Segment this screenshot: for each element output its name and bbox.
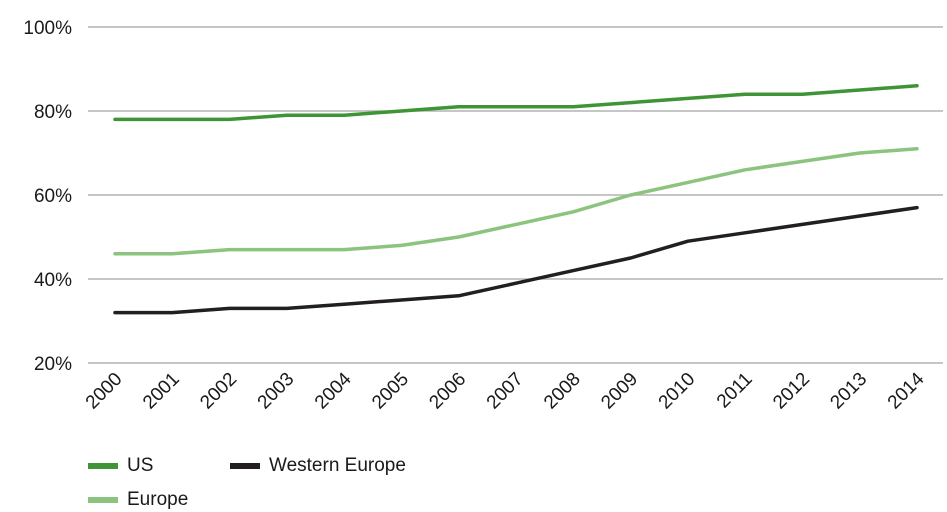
x-tick-label-2010: 2010 (655, 369, 700, 414)
y-axis-tick-labels: 20% 40% 60% 80% 100% (23, 18, 72, 375)
gridlines (88, 26, 943, 364)
y-tick-label-20: 20% (34, 354, 72, 375)
x-tick-label-2009: 2009 (597, 369, 642, 414)
y-tick-label-40: 40% (34, 270, 72, 291)
legend: US Western Europe Europe (88, 452, 508, 510)
x-tick-label-2005: 2005 (368, 369, 413, 414)
y-tick-label-60: 60% (34, 186, 72, 207)
legend-label-us: US (127, 455, 154, 476)
legend-swatch-us (88, 463, 118, 469)
line-chart: 20%40%60%80%100% 2000 2001 2002 2003 2004 200… (23, 18, 943, 413)
x-tick-label-2014: 2014 (884, 368, 929, 413)
legend-item-europe: Europe (88, 488, 188, 512)
x-tick-label-2008: 2008 (540, 369, 585, 414)
x-tick-label-2007: 2007 (483, 369, 528, 414)
legend-label-europe: Europe (127, 489, 189, 510)
series-line-us (113, 84, 919, 122)
x-axis-tick-labels: 2000 2001 2002 2003 2004 2005 2006 2007 2008 2009… (82, 368, 929, 413)
x-tick-label-2006: 2006 (426, 369, 471, 414)
y-tick-label-100: 100% (23, 18, 72, 39)
x-tick-label-2002: 2002 (196, 369, 241, 414)
legend-item-western-europe: Western Europe (230, 454, 406, 478)
series-lines (113, 84, 919, 315)
legend-swatch-western-europe (230, 463, 260, 469)
x-tick-label-2013: 2013 (827, 369, 872, 414)
x-tick-label-2000: 2000 (82, 369, 127, 414)
x-tick-label-2011: 2011 (713, 369, 757, 413)
series-line-europe (113, 147, 919, 256)
legend-item-us: US (88, 454, 153, 478)
x-tick-label-2004: 2004 (311, 368, 356, 413)
series-line-western-europe (113, 205, 919, 315)
y-tick-label-80: 80% (34, 102, 72, 123)
legend-label-western-europe: Western Europe (269, 455, 406, 476)
x-tick-label-2001: 2001 (139, 369, 184, 414)
x-tick-label-2012: 2012 (769, 369, 814, 414)
x-tick-label-2003: 2003 (254, 369, 299, 414)
legend-swatch-europe (88, 497, 118, 503)
